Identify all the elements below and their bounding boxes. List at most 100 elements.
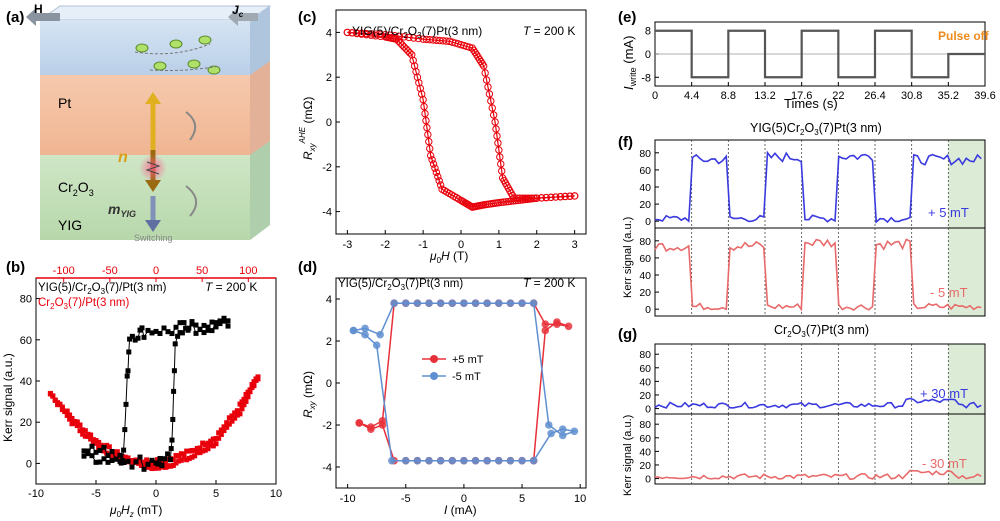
svg-text:Cr2O3: Cr2O3	[58, 179, 94, 198]
chart-b-ytick-label: 80	[20, 294, 32, 306]
data-point-b-red	[192, 453, 198, 459]
data-point-d-1	[349, 326, 358, 335]
series-f-1	[654, 238, 982, 312]
data-point-c	[353, 29, 361, 37]
data-point-b-red	[170, 462, 176, 468]
data-point-c	[436, 181, 445, 189]
data-point-b-red	[173, 452, 179, 458]
series-e-pulse	[655, 29, 985, 79]
data-point-b-red	[128, 458, 134, 464]
data-point-b-black	[97, 459, 103, 465]
data-point-b-red	[93, 437, 99, 443]
data-point-c	[496, 153, 504, 161]
chart-g-sub1-ytick-label: 20	[639, 460, 651, 472]
data-point-d-1	[558, 425, 567, 434]
m-yig-label: m	[108, 201, 120, 217]
data-point-b-red	[239, 399, 245, 405]
chart-c-xtick-label: -2	[380, 239, 390, 251]
data-point-b-black	[177, 320, 183, 326]
data-point-b-black	[205, 327, 211, 333]
data-point-d-1	[529, 299, 538, 308]
data-point-d-1	[361, 330, 369, 339]
chart-b-xtick-label: 0	[153, 488, 159, 500]
series-label-g-minus: - 30 mT	[922, 456, 967, 471]
data-point-c	[419, 95, 427, 104]
data-point-c	[481, 69, 489, 77]
data-point-b-black	[169, 331, 175, 337]
chart-e-ytick-label: 8	[645, 26, 651, 38]
data-point-c	[386, 31, 394, 39]
data-point-b-red	[72, 421, 78, 427]
data-point-c	[482, 76, 491, 84]
data-point-c	[510, 194, 518, 202]
chart-d-marks	[349, 299, 579, 465]
ylabel-f: Kerr signal (a.u.)	[622, 217, 634, 298]
data-point-b-black	[122, 427, 128, 433]
data-point-b-black	[113, 456, 119, 462]
data-point-b-red	[50, 393, 56, 399]
data-point-b-black	[109, 457, 115, 463]
chart-b-xtick-label: 5	[213, 488, 219, 500]
legend-b-red: Cr2O3(7)/Pt(3 nm)	[38, 297, 130, 311]
panel-label-g: (g)	[618, 326, 637, 343]
data-point-b-black	[159, 463, 165, 469]
chart-e-xtick-label: 4.4	[684, 90, 699, 102]
data-point-b-black	[221, 315, 227, 321]
data-point-c	[537, 194, 546, 202]
data-point-b-red	[200, 448, 206, 454]
data-point-b-red	[181, 455, 187, 461]
data-point-b-black	[172, 341, 178, 347]
data-point-b-red	[168, 463, 174, 469]
data-point-b-red	[208, 442, 214, 448]
data-point-b-red	[125, 455, 131, 461]
data-point-b-black	[225, 318, 231, 324]
chart-c-ytick-label: -2	[322, 162, 332, 174]
data-point-c	[493, 132, 501, 140]
data-point-b-black	[153, 460, 159, 466]
spin-current-icon	[134, 35, 221, 75]
chart-d-xtick-label: -10	[340, 493, 356, 505]
data-point-b-red	[141, 459, 147, 465]
data-point-c	[412, 67, 420, 76]
data-point-d-1	[401, 299, 410, 308]
data-point-d-1	[388, 456, 396, 465]
data-point-b-red	[101, 448, 107, 454]
data-point-c	[497, 160, 505, 168]
data-point-b-red	[186, 448, 192, 454]
data-point-b-red	[226, 415, 232, 421]
data-point-c	[362, 29, 371, 38]
data-point-b-black	[101, 444, 107, 450]
title-g: Cr2O3(7)Pt(3 nm)	[774, 323, 869, 339]
chart-g-sub1-ytick-label: 60	[639, 433, 651, 445]
data-point-c	[428, 156, 436, 164]
series-g-1	[654, 469, 982, 481]
data-point-c	[418, 90, 426, 98]
data-point-b-black	[157, 455, 163, 461]
chart-b-xtick-label: -10	[28, 488, 44, 500]
panel-f: (f) YIG(5)Cr2O3(7)Pt(3 nm) 0 20 40 60 80 0 20 4…	[618, 121, 986, 317]
data-point-c	[376, 32, 385, 41]
yig-magnetization-arrow-icon	[145, 185, 197, 232]
data-point-b-red	[234, 408, 240, 414]
series-c-line	[347, 31, 575, 199]
data-point-d-1	[460, 299, 468, 308]
data-point-b-red	[247, 387, 253, 393]
data-point-c	[513, 194, 521, 202]
data-point-d-1	[390, 299, 398, 308]
h-field-arrow	[26, 8, 60, 26]
data-point-b-red	[82, 433, 88, 439]
chart-b-top-tick-label: -50	[102, 265, 118, 277]
data-point-b-black	[157, 331, 163, 337]
data-point-b-black	[209, 328, 215, 334]
data-point-c	[400, 33, 408, 41]
chart-e-xtick-label: 13.2	[754, 90, 775, 102]
panel-d: (d) -10 -5 0 5 10 -4 -2 0 2 4 YIG(5)/Cr2O3(7)Pt(3…	[298, 259, 587, 517]
data-point-c	[434, 172, 442, 181]
data-point-d-1	[436, 299, 445, 308]
data-point-c	[489, 111, 498, 119]
data-point-d-0	[355, 419, 364, 427]
data-point-d-0	[553, 318, 561, 326]
chart-f-sub1-ytick-label: 0	[645, 304, 651, 316]
xlabel-b: μ0Hz (mT)	[109, 503, 162, 519]
